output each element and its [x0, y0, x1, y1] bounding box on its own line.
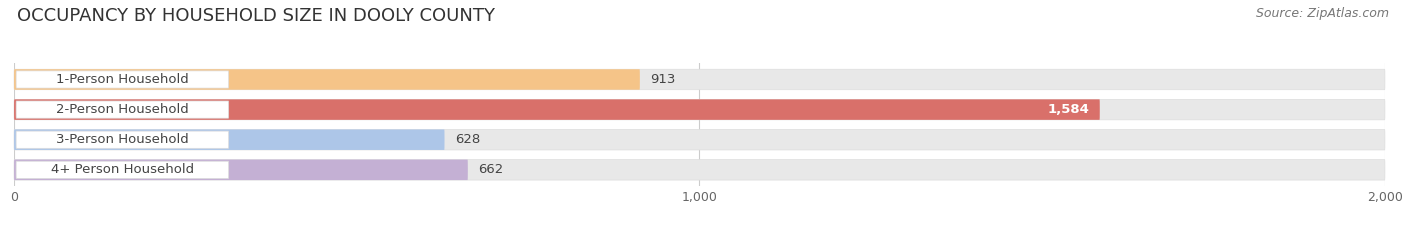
- Text: OCCUPANCY BY HOUSEHOLD SIZE IN DOOLY COUNTY: OCCUPANCY BY HOUSEHOLD SIZE IN DOOLY COU…: [17, 7, 495, 25]
- Text: 3-Person Household: 3-Person Household: [56, 133, 188, 146]
- Text: 662: 662: [478, 163, 503, 176]
- FancyBboxPatch shape: [14, 130, 444, 150]
- FancyBboxPatch shape: [14, 160, 468, 180]
- Text: 1,584: 1,584: [1047, 103, 1090, 116]
- FancyBboxPatch shape: [15, 101, 229, 118]
- FancyBboxPatch shape: [14, 69, 1385, 90]
- FancyBboxPatch shape: [15, 161, 229, 178]
- Text: 628: 628: [454, 133, 479, 146]
- FancyBboxPatch shape: [14, 160, 1385, 180]
- Text: 1-Person Household: 1-Person Household: [56, 73, 188, 86]
- FancyBboxPatch shape: [14, 99, 1099, 120]
- Text: 913: 913: [650, 73, 675, 86]
- FancyBboxPatch shape: [15, 131, 229, 148]
- Text: Source: ZipAtlas.com: Source: ZipAtlas.com: [1256, 7, 1389, 20]
- Text: 4+ Person Household: 4+ Person Household: [51, 163, 194, 176]
- FancyBboxPatch shape: [15, 71, 229, 88]
- Text: 2-Person Household: 2-Person Household: [56, 103, 188, 116]
- FancyBboxPatch shape: [14, 99, 1385, 120]
- FancyBboxPatch shape: [14, 130, 1385, 150]
- FancyBboxPatch shape: [14, 69, 640, 90]
